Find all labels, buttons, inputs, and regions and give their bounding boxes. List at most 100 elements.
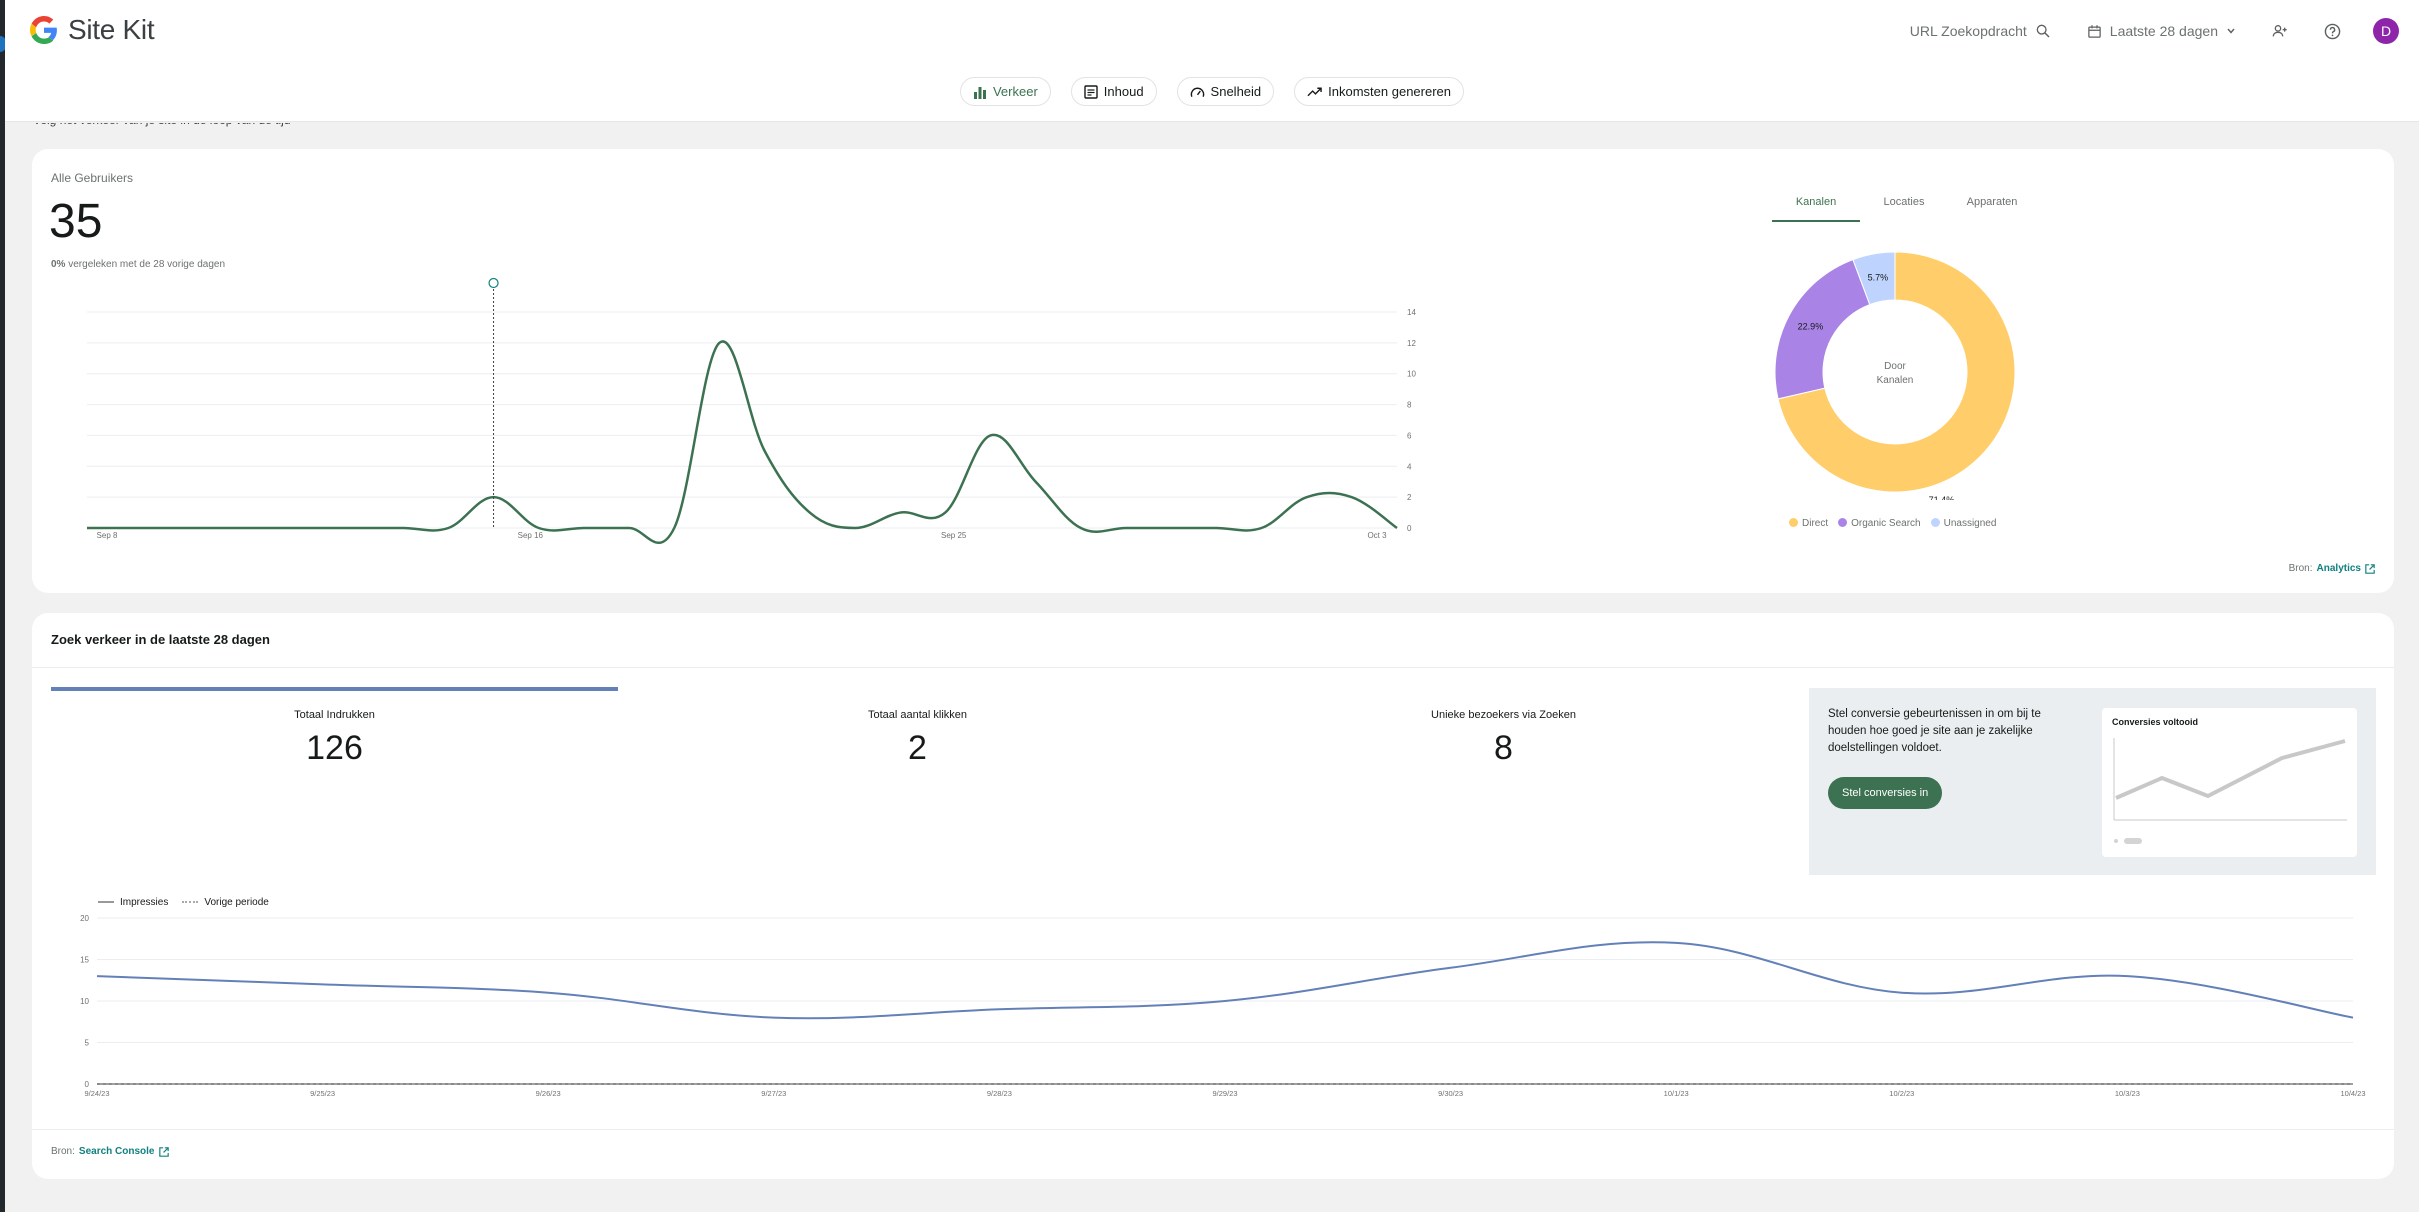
tab-apparaten[interactable]: Apparaten <box>1966 196 2018 208</box>
x-tick-label: Sep 25 <box>941 531 967 540</box>
tab-inhoud[interactable]: Inhoud <box>1070 77 1157 106</box>
y-tick-label: 20 <box>80 914 89 923</box>
bar-chart-icon <box>973 86 986 99</box>
source-analytics: Bron: Analytics <box>2289 563 2375 574</box>
source-prefix: Bron: <box>51 1146 75 1157</box>
legend-item-previous-period[interactable]: Vorige periode <box>182 897 269 908</box>
admin-sidebar-edge <box>0 0 6 1212</box>
source-prefix: Bron: <box>2288 563 2313 574</box>
x-tick-label: Sep 16 <box>518 531 544 540</box>
legend-label: Impressies <box>120 897 169 908</box>
analytics-link[interactable]: Analytics <box>2316 563 2361 574</box>
tab-label: Verkeer <box>992 84 1038 99</box>
legend-label: Vorige periode <box>204 897 269 908</box>
tab-kanalen[interactable]: Kanalen <box>1772 193 1860 222</box>
search-console-link[interactable]: Search Console <box>78 1146 155 1157</box>
slice-unassigned <box>1852 251 1896 306</box>
external-link-icon[interactable] <box>2365 563 2375 574</box>
tab-inkomsten-genereren[interactable]: Inkomsten genereren <box>1294 77 1465 106</box>
stat-label: Totaal aantal klikken <box>867 709 968 721</box>
y-tick-label: 4 <box>1407 462 1412 471</box>
divider <box>32 1129 2394 1130</box>
impressions-line <box>96 941 2354 1020</box>
slice-label: 71.4% <box>1929 495 1955 500</box>
y-tick-label: 12 <box>1407 339 1416 348</box>
url-search-button[interactable]: URL Zoekopdracht <box>1910 23 2051 39</box>
channels-donut-chart: 71.4% 22.9% 5.7% Door Kanalen <box>1774 251 2016 500</box>
y-tick-label: 5 <box>85 1039 90 1048</box>
tab-snelheid[interactable]: Snelheid <box>1176 77 1275 106</box>
impressions-line-chart: 0 5 10 15 20 9/24/23 9/25/23 9/26/23 9/27/23 9/28… <box>80 914 2365 1098</box>
stat-value: 126 <box>306 729 363 767</box>
legend-label: Unassigned <box>1943 518 1997 529</box>
tab-locaties[interactable]: Locaties <box>1883 196 1925 208</box>
x-tick-label: 9/26/23 <box>536 1089 561 1098</box>
donut-center-line2: Kanalen <box>1877 375 1914 386</box>
source-search-console: Bron: Search Console <box>51 1146 169 1157</box>
manage-users-button[interactable] <box>2272 23 2288 39</box>
stat-label: Unieke bezoekers via Zoeken <box>1431 709 1576 721</box>
stat-total-clicks[interactable]: Totaal aantal klikken 2 <box>634 709 1201 768</box>
header-actions: URL Zoekopdracht Laatste 28 dagen D <box>1874 14 2399 48</box>
x-tick-label: 10/1/23 <box>1664 1089 1689 1098</box>
y-tick-label: 10 <box>80 997 89 1006</box>
legend-item-impressions[interactable]: Impressies <box>98 897 168 908</box>
donut-center-line1: Door <box>1884 361 1906 372</box>
slice-label: 22.9% <box>1798 322 1824 332</box>
change-compare-text: vergeleken met de 28 vorige dagen <box>68 259 226 270</box>
site-kit-header: Site Kit URL Zoekopdracht Laatste 28 dag… <box>5 0 2419 122</box>
x-tick-label: 9/25/23 <box>310 1089 335 1098</box>
date-range-label: Laatste 28 dagen <box>2109 23 2218 39</box>
x-tick-label: 9/29/23 <box>1212 1089 1237 1098</box>
impressions-legend: Impressies Vorige periode <box>98 897 269 908</box>
x-tick-label: 9/28/23 <box>987 1089 1012 1098</box>
stat-unique-visitors[interactable]: Unieke bezoekers via Zoeken 8 <box>1220 709 1787 768</box>
search-traffic-title: Zoek verkeer in de laatste 28 dagen <box>51 632 270 647</box>
users-line <box>87 340 1398 544</box>
avatar[interactable]: D <box>2373 18 2399 44</box>
annotation-marker <box>488 277 499 289</box>
url-search-label: URL Zoekopdracht <box>1909 23 2027 39</box>
date-range-selector[interactable]: Laatste 28 dagen <box>2087 23 2236 39</box>
calendar-icon <box>2088 24 2101 38</box>
setup-conversions-button[interactable]: Stel conversies in <box>1828 777 1943 809</box>
brand[interactable]: Site Kit <box>30 14 155 46</box>
active-stat-indicator <box>51 687 618 691</box>
preview-line-illustration <box>2113 738 2347 844</box>
y-tick-label: 10 <box>1407 370 1416 379</box>
section-intro-text: Volg het verkeer van je site in de loop … <box>33 123 291 127</box>
slice-direct <box>1777 251 2016 493</box>
x-tick-label: 10/2/23 <box>1889 1089 1914 1098</box>
chevron-down-icon <box>2227 28 2235 34</box>
users-line-chart: 0 2 4 6 8 10 12 14 Sep 8 Sep 16 Sep 25 Oct 3 <box>87 277 1416 544</box>
legend-label: Organic Search <box>1851 518 1921 529</box>
external-link-icon[interactable] <box>158 1146 169 1157</box>
conversions-preview-card: Conversies voltooid <box>2102 708 2357 857</box>
trending-up-icon <box>1307 87 1322 96</box>
y-tick-label: 0 <box>1407 524 1412 533</box>
stat-total-impressions[interactable]: Totaal Indrukken 126 <box>51 709 618 768</box>
search-icon <box>2036 24 2050 38</box>
tab-label: Inkomsten genereren <box>1328 84 1452 99</box>
dimension-tabs: Kanalen Locaties Apparaten <box>1772 193 2036 222</box>
x-tick-label: Oct 3 <box>1367 531 1387 540</box>
x-tick-label: 9/27/23 <box>761 1089 786 1098</box>
google-g-icon <box>30 16 57 44</box>
legend-item-unassigned[interactable]: Unassigned <box>1930 518 1997 529</box>
divider <box>32 667 2394 668</box>
legend-item-organic-search[interactable]: Organic Search <box>1838 518 1921 529</box>
content-icon <box>1084 84 1098 99</box>
stat-value: 2 <box>908 729 927 767</box>
x-tick-label: 10/3/23 <box>2115 1089 2140 1098</box>
conversions-cta: Stel conversie gebeurtenissen in om bij … <box>1809 688 2376 875</box>
cta-text: Stel conversie gebeurtenissen in om bij … <box>1828 708 2041 754</box>
tab-label: Snelheid <box>1210 84 1262 99</box>
help-icon <box>2324 23 2341 39</box>
tab-verkeer[interactable]: Verkeer <box>959 77 1051 106</box>
all-users-card: Alle Gebruikers 35 0% vergeleken met de … <box>32 149 2394 593</box>
stat-value: 8 <box>1494 729 1513 767</box>
legend-item-direct[interactable]: Direct <box>1789 518 1828 529</box>
speedometer-icon <box>1190 87 1204 97</box>
help-button[interactable] <box>2324 23 2341 40</box>
all-users-label: Alle Gebruikers <box>51 171 134 185</box>
